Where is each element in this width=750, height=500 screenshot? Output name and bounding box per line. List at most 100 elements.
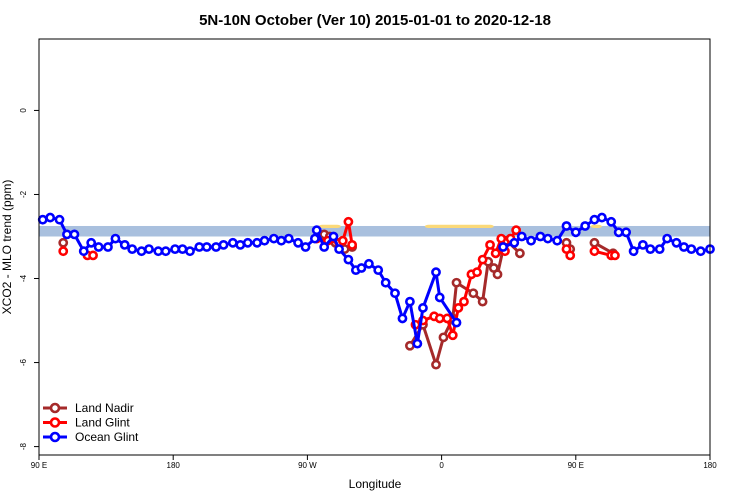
- background-band-layer: [39, 224, 710, 237]
- data-point: [259, 235, 270, 246]
- data-point: [177, 244, 188, 255]
- series-segment: [421, 271, 438, 309]
- data-point: [309, 233, 320, 244]
- data-point: [364, 258, 374, 269]
- data-point: [319, 242, 330, 252]
- data-point: [542, 233, 553, 244]
- data-point: [477, 254, 488, 265]
- data-point: [160, 246, 171, 257]
- data-point: [638, 239, 648, 250]
- data-point: [45, 212, 56, 223]
- data-point: [311, 225, 322, 236]
- data-point: [211, 242, 221, 252]
- series-segment: [481, 261, 490, 302]
- plot-frame: [38, 38, 711, 456]
- data-point: [438, 332, 449, 343]
- data-point: [110, 233, 121, 244]
- land-mask-region-1: [318, 224, 341, 228]
- data-point: [127, 244, 138, 255]
- data-point: [477, 296, 488, 307]
- series-layer: [37, 212, 715, 370]
- data-point: [492, 269, 503, 280]
- data-point: [431, 267, 441, 278]
- data-point: [194, 242, 205, 252]
- data-point: [472, 267, 482, 278]
- data-point: [589, 214, 600, 225]
- data-point: [565, 250, 576, 261]
- data-point: [613, 227, 624, 238]
- y-tick-label: 0: [19, 108, 28, 113]
- data-point: [434, 313, 445, 324]
- data-point: [54, 214, 65, 225]
- data-point: [405, 340, 415, 351]
- data-point: [334, 244, 344, 255]
- data-point: [447, 330, 458, 341]
- data-point: [552, 235, 563, 246]
- data-point: [283, 233, 294, 244]
- data-point: [380, 277, 391, 288]
- data-point: [580, 221, 591, 231]
- legend-label: Land Nadir: [75, 401, 134, 415]
- data-point: [293, 237, 303, 248]
- data-point: [621, 227, 632, 238]
- data-point: [451, 317, 462, 328]
- series-segment: [408, 301, 419, 344]
- data-point: [451, 277, 462, 288]
- data-point: [596, 212, 607, 223]
- y-tick-label: -6: [19, 358, 28, 366]
- data-point: [496, 233, 507, 244]
- y-tick-label: -8: [19, 442, 28, 450]
- legend-label: Land Glint: [75, 416, 130, 430]
- data-point: [645, 244, 656, 255]
- legend-item-land-glint: Land Glint: [43, 416, 130, 430]
- data-point: [671, 237, 682, 248]
- data-point: [185, 246, 195, 257]
- data-point: [58, 237, 69, 248]
- data-point: [268, 233, 279, 244]
- data-point: [153, 246, 164, 257]
- legend-item-land-nadir: Land Nadir: [43, 401, 134, 415]
- data-point: [62, 229, 72, 240]
- series-ocean-glint: [37, 212, 715, 349]
- data-point: [69, 229, 80, 240]
- data-point: [431, 359, 441, 370]
- data-point: [144, 244, 154, 255]
- y-tick-label: -2: [19, 190, 28, 198]
- x-tick-label: 90 E: [31, 461, 47, 470]
- x-tick-label: 90 E: [568, 461, 584, 470]
- legend-marker: [49, 402, 61, 414]
- data-point: [356, 263, 367, 273]
- data-point: [201, 242, 212, 252]
- chart-title: 5N-10N October (Ver 10) 2015-01-01 to 20…: [199, 12, 551, 29]
- x-tick-label: 90 W: [298, 461, 317, 470]
- data-point: [516, 231, 527, 242]
- data-point: [170, 244, 180, 255]
- data-point: [561, 221, 572, 231]
- legend-label: Ocean Glint: [75, 430, 139, 444]
- data-point: [78, 246, 89, 257]
- x-tick-label: 0: [439, 461, 444, 470]
- series-segment: [415, 307, 425, 344]
- data-point: [86, 237, 97, 248]
- series-segment: [438, 296, 458, 324]
- data-point: [610, 250, 620, 261]
- data-point: [37, 214, 48, 225]
- land-mask-region-0: [424, 224, 494, 228]
- data-point: [418, 303, 428, 313]
- legend-marker: [49, 431, 61, 443]
- data-point: [412, 338, 423, 349]
- data-point: [88, 250, 98, 261]
- data-point: [227, 237, 238, 248]
- data-point: [453, 303, 464, 313]
- data-point: [511, 225, 522, 236]
- data-point: [679, 242, 689, 252]
- series-segment: [451, 282, 459, 319]
- series-segment: [421, 324, 438, 366]
- land-mask-region-2: [590, 224, 602, 228]
- x-axis: 90 E 180 90 W 0 90 E 180: [31, 455, 717, 470]
- y-axis: 0 -2 -4 -6 -8: [19, 108, 39, 450]
- data-point: [218, 239, 229, 250]
- legend-marker: [49, 417, 61, 428]
- data-point: [589, 246, 600, 257]
